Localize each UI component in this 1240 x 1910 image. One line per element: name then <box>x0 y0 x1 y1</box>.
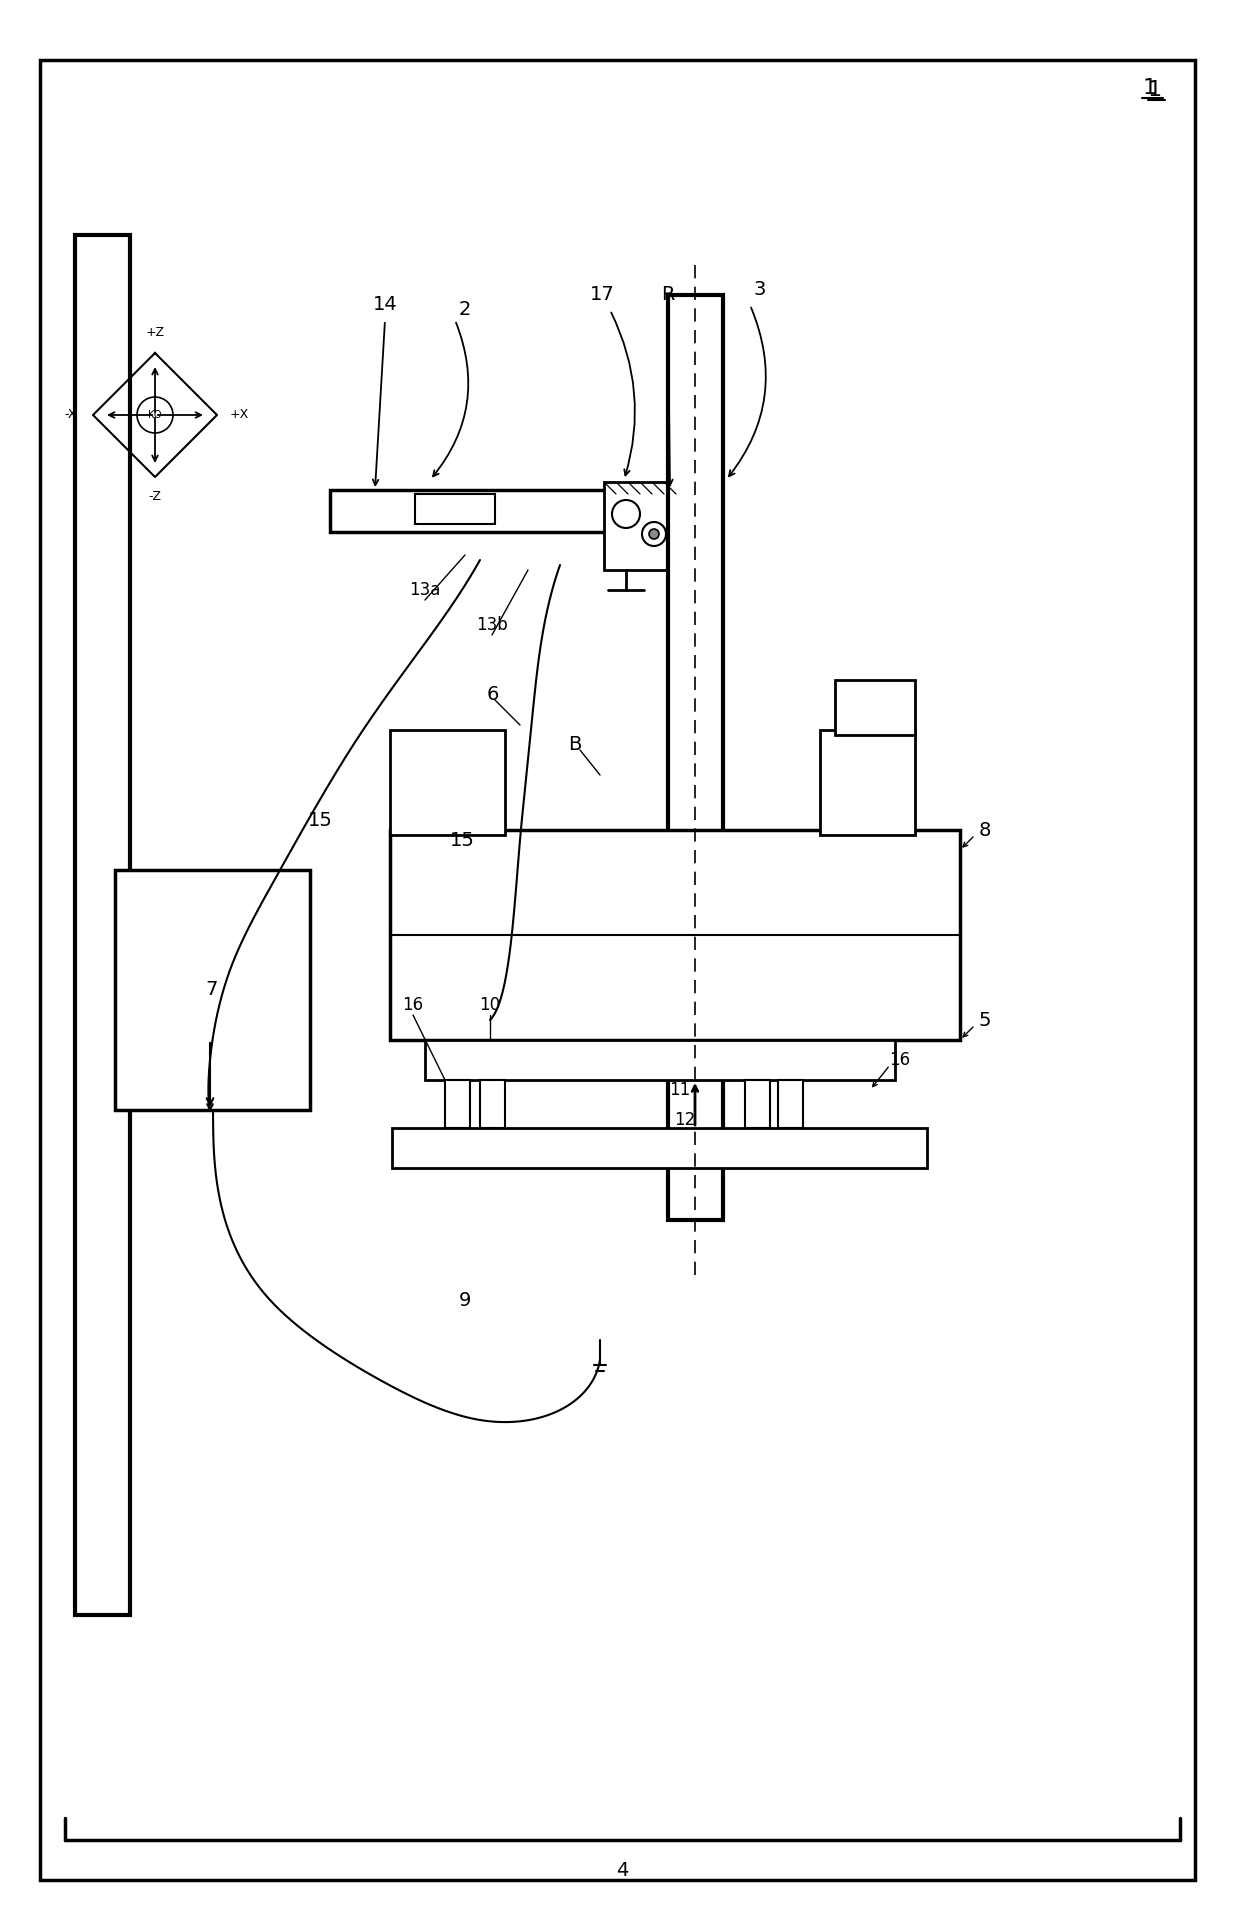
Bar <box>425 1041 895 1079</box>
Text: 9: 9 <box>459 1291 471 1310</box>
Text: KO: KO <box>149 411 161 420</box>
Text: 6: 6 <box>487 686 500 705</box>
Text: 2: 2 <box>459 300 471 319</box>
Bar <box>604 481 680 569</box>
Bar <box>820 730 915 835</box>
Bar <box>392 1129 928 1169</box>
Text: 13a: 13a <box>409 581 440 600</box>
Text: 17: 17 <box>590 285 614 304</box>
Text: 1: 1 <box>1143 78 1157 97</box>
Text: 4: 4 <box>616 1860 629 1879</box>
Bar <box>391 831 960 1041</box>
Text: 5: 5 <box>978 1010 991 1029</box>
Bar <box>415 495 495 523</box>
Text: 15: 15 <box>450 831 475 850</box>
Circle shape <box>136 397 174 434</box>
Text: 1: 1 <box>1148 80 1162 99</box>
Circle shape <box>613 500 640 527</box>
Bar <box>115 869 310 1110</box>
Text: 8: 8 <box>978 821 991 840</box>
Text: 10: 10 <box>480 995 501 1014</box>
Text: B: B <box>568 735 582 754</box>
Text: +Z: +Z <box>145 327 165 340</box>
Bar <box>745 1079 770 1129</box>
Circle shape <box>642 521 666 546</box>
Bar <box>835 680 915 735</box>
Text: -X: -X <box>64 409 77 422</box>
Circle shape <box>681 544 697 560</box>
Text: R: R <box>661 285 675 304</box>
Bar <box>668 294 723 1220</box>
Text: -Z: -Z <box>149 491 161 504</box>
Text: 12: 12 <box>675 1112 696 1129</box>
Bar <box>480 1079 505 1129</box>
Circle shape <box>649 529 658 539</box>
Bar <box>330 491 625 533</box>
Text: 11: 11 <box>670 1081 691 1098</box>
Text: 16: 16 <box>889 1050 910 1070</box>
Text: +X: +X <box>229 409 249 422</box>
Text: 7: 7 <box>206 980 218 999</box>
Text: 3: 3 <box>754 281 766 300</box>
Bar <box>777 1079 804 1129</box>
Text: 14: 14 <box>373 296 397 315</box>
Bar <box>391 730 505 835</box>
Bar <box>445 1079 470 1129</box>
Text: 16: 16 <box>403 995 424 1014</box>
Text: 15: 15 <box>308 810 332 829</box>
Bar <box>74 235 130 1616</box>
Text: 13b: 13b <box>476 617 508 634</box>
